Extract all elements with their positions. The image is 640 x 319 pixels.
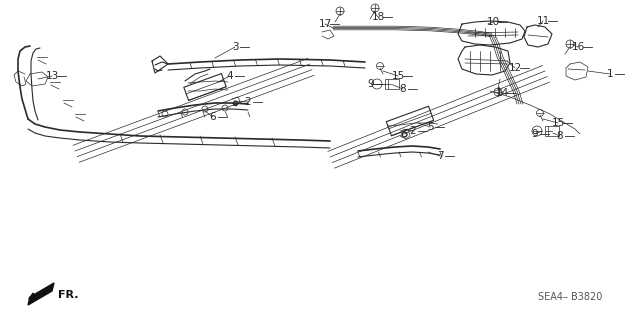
- Text: 3: 3: [232, 42, 238, 52]
- Text: 9: 9: [368, 79, 374, 89]
- Text: 2: 2: [244, 97, 252, 107]
- Text: 8: 8: [557, 131, 563, 141]
- Text: 12: 12: [508, 63, 522, 73]
- Text: 2: 2: [410, 126, 416, 136]
- Text: 15: 15: [552, 118, 564, 128]
- Text: 10: 10: [486, 17, 500, 27]
- Text: 9: 9: [532, 129, 538, 139]
- Text: SEA4– B3820: SEA4– B3820: [538, 292, 602, 302]
- Text: 18: 18: [371, 12, 385, 22]
- Text: 14: 14: [495, 88, 509, 98]
- Text: 5: 5: [427, 122, 433, 132]
- Text: FR.: FR.: [58, 290, 78, 300]
- Text: 15: 15: [392, 71, 404, 81]
- Polygon shape: [28, 283, 54, 305]
- Text: 17: 17: [318, 19, 332, 29]
- Text: 8: 8: [400, 84, 406, 94]
- Text: 16: 16: [572, 42, 584, 52]
- FancyArrowPatch shape: [29, 288, 49, 299]
- Text: 6: 6: [210, 112, 216, 122]
- Text: 7: 7: [436, 151, 444, 161]
- Text: 13: 13: [45, 71, 59, 81]
- Text: 11: 11: [536, 16, 550, 26]
- Text: 1: 1: [607, 69, 613, 79]
- Text: 4: 4: [227, 71, 234, 81]
